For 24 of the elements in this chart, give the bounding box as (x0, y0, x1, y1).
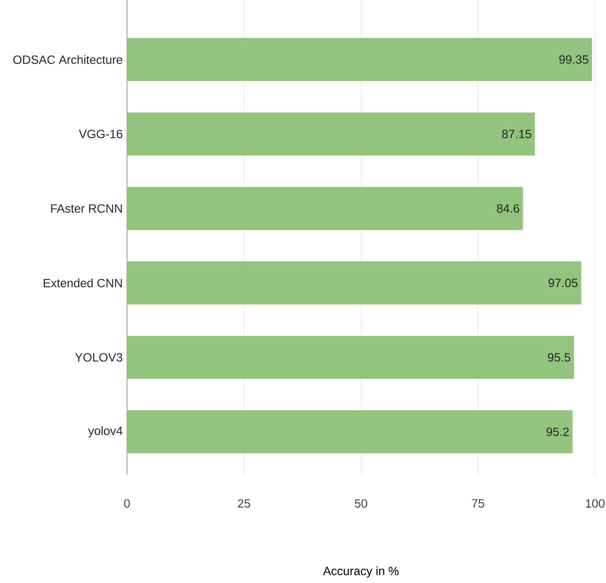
y-tick-label: ODSAC Architecture (13, 55, 122, 64)
data-label: 95.5 (548, 353, 570, 362)
x-tick-label: 75 (472, 499, 484, 508)
y-tick-label: YOLOV3 (75, 353, 122, 362)
bar (127, 261, 582, 304)
data-label: 95.2 (546, 428, 569, 436)
data-label: 87.15 (502, 130, 532, 138)
bar (127, 336, 574, 379)
data-label: 84.6 (496, 204, 520, 213)
x-tick-label: 100 (586, 499, 605, 508)
y-tick-label: yolov4 (88, 426, 122, 438)
bar (127, 410, 573, 454)
bar (127, 38, 592, 82)
y-tick-label: Extended CNN (44, 278, 122, 288)
y-tick-label: FAster RCNN (51, 204, 122, 213)
x-tick-label: 50 (354, 499, 368, 508)
x-tick-label: 0 (124, 499, 130, 508)
bar (127, 112, 535, 156)
bar (127, 186, 523, 230)
data-label: 99.35 (559, 55, 588, 64)
data-label: 97.05 (548, 278, 578, 288)
x-tick-label: 25 (238, 499, 250, 508)
y-tick-label: VGG-16 (78, 130, 122, 138)
x-axis-title: Accuracy in % (323, 566, 399, 578)
